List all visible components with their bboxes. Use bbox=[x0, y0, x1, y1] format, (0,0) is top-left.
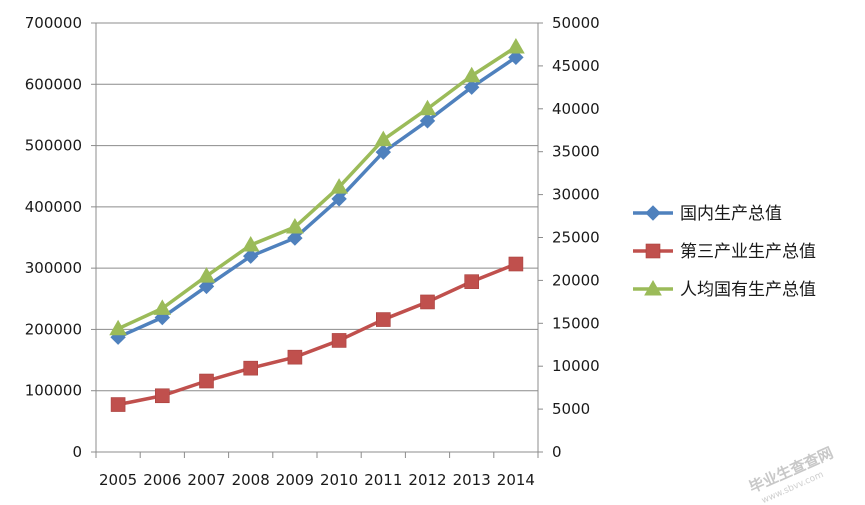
series-1 bbox=[110, 49, 524, 345]
right-tick-label: 50000 bbox=[552, 14, 600, 32]
data-point bbox=[420, 294, 435, 310]
left-tick-label: 600000 bbox=[25, 75, 82, 93]
data-point bbox=[331, 191, 347, 207]
data-point bbox=[419, 113, 436, 129]
series-line bbox=[117, 45, 517, 331]
x-tick-label: 2008 bbox=[232, 471, 270, 489]
x-axis-ticks: 2005 2006 2007 2008 2009 2010 2011 2012 2013 2014 bbox=[99, 471, 535, 489]
x-tick-label: 2013 bbox=[453, 471, 491, 489]
left-tick-label: 0 bbox=[72, 443, 82, 461]
data-point bbox=[508, 256, 524, 272]
data-point bbox=[287, 349, 303, 365]
left-tick-label: 700000 bbox=[25, 14, 82, 32]
data-point bbox=[110, 397, 126, 412]
left-tick-label: 100000 bbox=[25, 382, 82, 400]
legend-marker bbox=[645, 243, 661, 259]
data-point bbox=[375, 312, 391, 327]
right-tick-label: 5000 bbox=[552, 400, 590, 418]
right-axis-ticks: 0 5000 10000 15000 20000 25000 30000 35000 40000… bbox=[552, 14, 600, 461]
x-tick-label: 2009 bbox=[276, 471, 314, 489]
legend-label: 人均国有生产总值 bbox=[680, 280, 816, 300]
data-point bbox=[155, 388, 170, 404]
series-line bbox=[117, 55, 517, 339]
series-3 bbox=[109, 37, 525, 336]
left-tick-label: 400000 bbox=[25, 198, 82, 216]
left-tick-label: 300000 bbox=[25, 259, 82, 277]
data-point bbox=[109, 319, 127, 336]
right-tick-label: 35000 bbox=[552, 143, 600, 161]
gridlines bbox=[96, 22, 538, 392]
right-tick-label: 20000 bbox=[552, 271, 600, 289]
x-tick-label: 2006 bbox=[143, 471, 181, 489]
data-point bbox=[464, 274, 480, 289]
legend-marker bbox=[645, 205, 661, 221]
data-point bbox=[241, 236, 260, 252]
series-layer bbox=[109, 37, 525, 412]
data-point bbox=[463, 79, 480, 95]
data-point bbox=[331, 333, 347, 348]
data-point bbox=[374, 130, 393, 147]
data-point bbox=[286, 218, 304, 234]
left-tick-label: 500000 bbox=[25, 137, 82, 155]
data-point bbox=[153, 299, 172, 315]
series-2 bbox=[110, 256, 524, 412]
data-point bbox=[287, 230, 303, 246]
series-line bbox=[117, 262, 517, 407]
data-point bbox=[418, 99, 437, 116]
legend-label: 国内生产总值 bbox=[680, 204, 782, 224]
left-axis-ticks: 0 100000 200000 300000 400000 500000 600000 700… bbox=[25, 14, 82, 461]
legend-item: 人均国有生产总值 bbox=[633, 279, 816, 300]
x-tick-label: 2011 bbox=[364, 471, 402, 489]
x-tick-label: 2005 bbox=[99, 471, 137, 489]
data-point bbox=[197, 267, 216, 283]
legend-label: 第三产业生产总值 bbox=[680, 242, 816, 262]
legend-marker bbox=[644, 279, 662, 296]
x-tick-label: 2014 bbox=[497, 471, 535, 489]
legend-item: 第三产业生产总值 bbox=[633, 242, 816, 262]
right-tick-label: 40000 bbox=[552, 100, 600, 118]
right-tick-label: 10000 bbox=[552, 357, 600, 375]
right-tick-label: 0 bbox=[552, 443, 562, 461]
x-tick-label: 2012 bbox=[408, 471, 446, 489]
x-tick-label: 2010 bbox=[320, 471, 358, 489]
axes bbox=[91, 22, 543, 458]
right-tick-label: 45000 bbox=[552, 57, 600, 75]
legend-item: 国内生产总值 bbox=[633, 204, 782, 224]
data-point bbox=[375, 144, 392, 160]
data-point bbox=[508, 49, 524, 66]
data-point bbox=[507, 37, 525, 54]
data-point bbox=[462, 66, 481, 83]
data-point bbox=[198, 278, 215, 295]
left-tick-label: 200000 bbox=[25, 320, 82, 338]
right-tick-label: 15000 bbox=[552, 314, 600, 332]
data-point bbox=[199, 373, 214, 389]
data-point bbox=[330, 178, 348, 194]
x-tick-label: 2007 bbox=[187, 471, 225, 489]
data-point bbox=[242, 248, 259, 264]
right-tick-label: 30000 bbox=[552, 186, 600, 204]
data-point bbox=[243, 360, 258, 376]
watermark: 毕业生查查网 www.sbvv.com bbox=[746, 444, 836, 505]
right-tick-label: 25000 bbox=[552, 229, 600, 247]
